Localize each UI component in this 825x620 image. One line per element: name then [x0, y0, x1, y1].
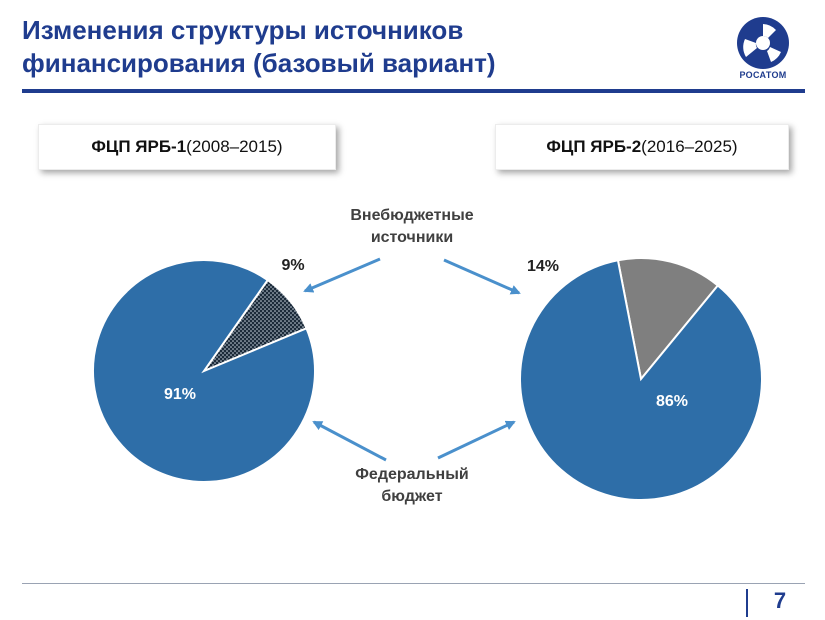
page-number: 7 — [773, 588, 787, 613]
arrow-offbudget-left — [303, 257, 381, 293]
slide-title: Изменения структуры источников финансиро… — [22, 14, 662, 80]
footer-divider — [22, 583, 805, 584]
annotation-off-budget: Внебюджетные источники — [320, 205, 504, 249]
annotation-federal: Федеральный бюджет — [320, 464, 504, 508]
rosatom-logo-icon — [737, 17, 789, 69]
chart2-title-rest: (2016–2025) — [641, 137, 738, 156]
logo-petal-1 — [763, 24, 776, 38]
logo-petal-3 — [743, 39, 757, 57]
chart2-slice-1 — [616, 257, 720, 382]
page-number-separator — [746, 589, 748, 617]
arrow-federal-left — [312, 420, 387, 462]
logo-petal-2 — [767, 47, 781, 62]
annotation-off-budget-line2: источники — [370, 229, 454, 246]
chart2-slice-2 — [519, 259, 763, 501]
chart1-title-bold: ФЦП ЯРБ-1 — [91, 137, 187, 156]
chart2-pie: 14% 86% — [519, 257, 763, 501]
logo-core — [756, 36, 770, 50]
title-divider — [22, 89, 805, 93]
chart1-pie: 9% 91% — [92, 257, 316, 483]
chart1-data-label-1: 9% — [281, 257, 304, 274]
annotation-federal-line2: бюджет — [381, 488, 443, 505]
chart1-data-label-2: 91% — [164, 386, 196, 403]
chart2-data-label-1: 14% — [527, 258, 559, 275]
slide-title-line1: Изменения структуры источников — [22, 15, 464, 45]
chart2-title-bold: ФЦП ЯРБ-2 — [546, 137, 642, 156]
annotation-federal-line1: Федеральный — [355, 466, 469, 483]
chart1-title-box: ФЦП ЯРБ-1 (2008–2015) — [38, 124, 336, 170]
chart1-title-rest: (2008–2015) — [186, 137, 283, 156]
slide-title-line2: финансирования (базовый вариант) — [22, 48, 496, 78]
arrow-offbudget-right — [443, 258, 521, 295]
chart1-slice-2 — [92, 259, 316, 483]
chart2-title-box: ФЦП ЯРБ-2 (2016–2025) — [495, 124, 789, 170]
logo-text: РОСАТОМ — [739, 70, 787, 80]
arrow-federal-right — [437, 420, 516, 460]
chart2-data-label-2: 86% — [656, 393, 688, 410]
annotation-off-budget-line1: Внебюджетные — [350, 207, 474, 224]
